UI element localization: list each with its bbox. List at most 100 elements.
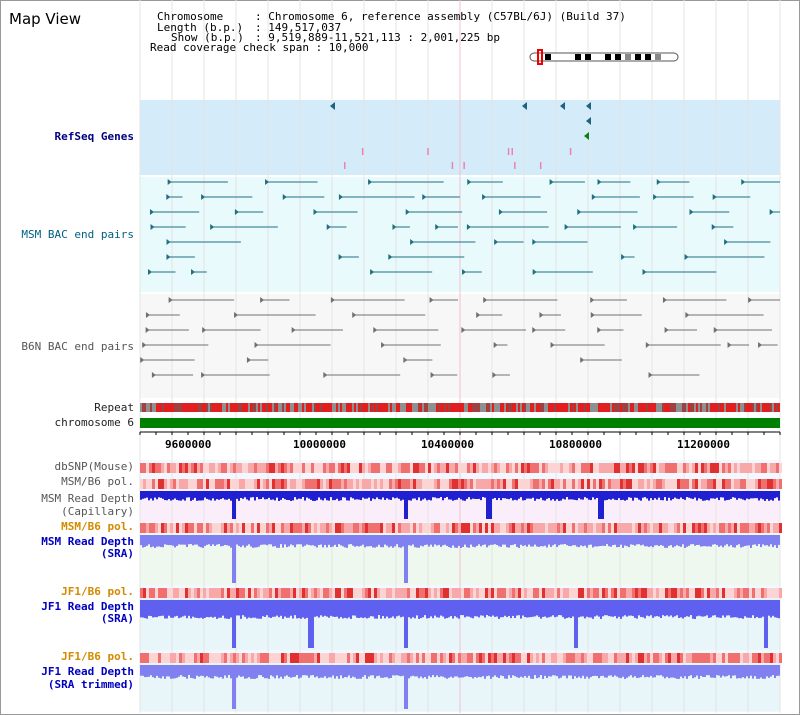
depth-bar — [386, 491, 388, 499]
heat-cell — [467, 523, 470, 533]
heat-cell — [773, 523, 776, 533]
depth-bar — [436, 665, 438, 676]
depth-bar — [208, 491, 210, 500]
heat-cell — [710, 588, 713, 598]
repeat-segment — [520, 403, 522, 412]
heat-cell — [167, 523, 170, 533]
depth-bar — [392, 535, 394, 548]
depth-bar — [750, 535, 752, 548]
repeat-segment — [482, 403, 484, 412]
track-label-b6n-bac[interactable]: B6N BAC end pairs — [21, 340, 134, 353]
repeat-segment — [214, 403, 216, 412]
depth-bar — [394, 600, 396, 619]
heat-cell — [311, 588, 314, 598]
heat-cell — [773, 463, 776, 473]
repeat-segment — [414, 403, 416, 412]
depth-bar — [318, 535, 320, 545]
depth-bar — [258, 665, 260, 676]
repeat-segment — [740, 403, 742, 412]
heat-cell — [230, 653, 233, 663]
depth-bar — [242, 600, 244, 616]
heat-cell — [734, 463, 737, 473]
heat-cell — [236, 523, 239, 533]
depth-bar — [476, 491, 478, 500]
heat-cell — [650, 523, 653, 533]
heat-cell — [224, 479, 227, 489]
depth-bar — [214, 600, 216, 617]
depth-bar — [556, 600, 558, 617]
depth-bar — [568, 600, 570, 618]
heat-cell — [413, 479, 416, 489]
depth-bar — [426, 535, 428, 545]
heat-cell — [425, 479, 428, 489]
depth-bar — [284, 535, 286, 545]
msm-bac-pair-end — [532, 239, 537, 245]
depth-bar — [584, 491, 586, 498]
track-label-jf1-pol: JF1/B6 pol. — [61, 585, 134, 598]
track-label-refseq[interactable]: RefSeq Genes — [54, 130, 134, 143]
depth-bar — [278, 535, 280, 548]
repeat-segment — [222, 403, 224, 412]
depth-bar — [416, 535, 418, 548]
heat-cell — [203, 523, 206, 533]
track-label-msm-bac[interactable]: MSM BAC end pairs — [21, 228, 134, 241]
heat-cell — [287, 523, 290, 533]
heat-cell — [683, 523, 686, 533]
depth-bar — [230, 665, 232, 679]
depth-bar — [382, 491, 384, 498]
heat-cell — [230, 463, 233, 473]
heat-cell — [728, 479, 731, 489]
depth-bar — [628, 600, 630, 616]
depth-bar — [502, 535, 504, 545]
msm-bac-pair-end — [265, 179, 270, 185]
repeat-segment — [528, 403, 530, 412]
depth-bar — [342, 535, 344, 547]
heat-cell — [386, 588, 389, 598]
heat-cell — [629, 588, 632, 598]
heat-cell — [446, 479, 449, 489]
heat-cell — [398, 523, 401, 533]
heat-cell — [197, 463, 200, 473]
repeat-segment — [276, 403, 278, 412]
heat-cell — [761, 653, 764, 663]
heat-cell — [314, 479, 317, 489]
depth-bar — [546, 491, 548, 499]
depth-bar — [524, 600, 526, 618]
depth-bar — [530, 535, 532, 547]
depth-bar — [394, 491, 396, 499]
depth-bar — [740, 600, 742, 619]
heat-cell — [272, 653, 275, 663]
heat-cell — [155, 463, 158, 473]
depth-bar — [720, 665, 722, 678]
depth-bar — [388, 491, 390, 500]
heat-cell — [326, 523, 329, 533]
heat-cell — [140, 523, 143, 533]
depth-bar — [656, 491, 658, 500]
heat-cell — [383, 463, 386, 473]
depth-bar — [628, 491, 630, 498]
depth-bar — [634, 535, 636, 546]
heat-cell — [743, 653, 746, 663]
depth-bar — [512, 600, 514, 616]
depth-bar — [776, 535, 778, 548]
repeat-segment — [398, 403, 400, 412]
heat-cell — [245, 463, 248, 473]
depth-bar — [158, 665, 160, 678]
heat-cell — [290, 588, 293, 598]
depth-bar — [588, 491, 590, 500]
repeat-segment — [154, 403, 156, 412]
depth-bar — [722, 665, 724, 676]
heat-cell — [584, 463, 587, 473]
depth-bar — [394, 665, 396, 676]
depth-bar — [228, 600, 230, 619]
heat-cell — [377, 523, 380, 533]
heat-cell — [596, 588, 599, 598]
depth-bar — [346, 491, 348, 501]
repeat-segment — [226, 403, 228, 412]
heat-cell — [377, 463, 380, 473]
depth-bar — [686, 600, 688, 617]
heat-cell — [362, 479, 365, 489]
repeat-segment — [746, 403, 748, 412]
track-label-jf1-depth-sra-sub: (SRA) — [100, 612, 134, 625]
